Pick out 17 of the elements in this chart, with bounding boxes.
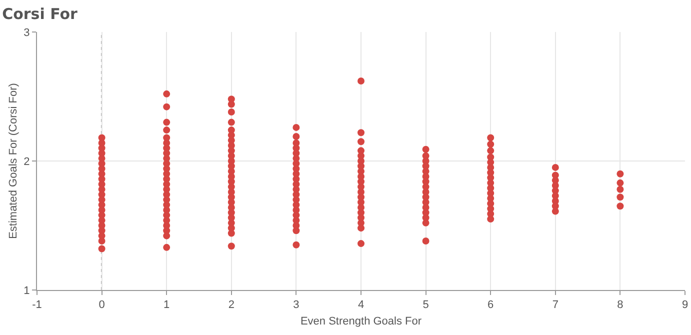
chart-title: Corsi For bbox=[2, 4, 78, 23]
x-tick-label: 7 bbox=[552, 299, 558, 312]
y-axis-title: Estimated Goals For (Corsi For) bbox=[7, 83, 20, 239]
x-tick-label: 0 bbox=[98, 299, 105, 312]
y-tick-label: 3 bbox=[24, 26, 30, 39]
x-axis-title: Even Strength Goals For bbox=[300, 315, 422, 328]
x-tick-label: 8 bbox=[617, 299, 624, 312]
x-tick-label: 3 bbox=[293, 299, 300, 312]
x-tick-label: 5 bbox=[422, 299, 429, 312]
x-tick-label: 1 bbox=[164, 299, 170, 312]
y-tick-label: 1 bbox=[24, 284, 30, 297]
x-tick-label: 9 bbox=[682, 299, 688, 312]
y-tick-label: 2 bbox=[24, 156, 30, 168]
x-tick-label: -1 bbox=[32, 299, 42, 312]
x-tick-label: 6 bbox=[488, 299, 494, 312]
x-tick-label: 2 bbox=[228, 299, 234, 312]
x-tick-label: 4 bbox=[358, 299, 364, 312]
